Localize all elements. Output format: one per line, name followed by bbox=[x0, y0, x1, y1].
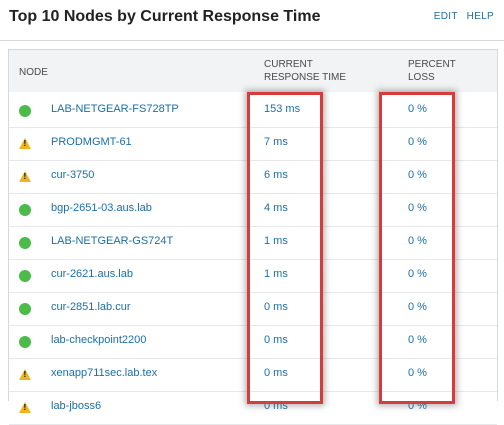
response-time-value: 1 ms bbox=[264, 235, 288, 247]
percent-loss-value: 0 % bbox=[408, 136, 427, 148]
response-time-value: 153 ms bbox=[264, 103, 301, 115]
header-response-time-line2: RESPONSE TIME bbox=[264, 72, 347, 83]
edit-link[interactable]: EDIT bbox=[433, 11, 458, 22]
percent-loss-value: 0 % bbox=[408, 235, 427, 247]
percent-loss-value: 0 % bbox=[408, 202, 427, 214]
green-status-dot-icon bbox=[19, 303, 31, 315]
response-time-value: 1 ms bbox=[264, 268, 288, 280]
table-row: xenapp711sec.lab.tex 0 ms 0 % bbox=[9, 358, 497, 392]
table-row: cur-2851.lab.cur 0 ms 0 % bbox=[9, 292, 497, 326]
table-row: LAB-NETGEAR-FS728TP 153 ms 0 % bbox=[9, 94, 497, 128]
header-percent-loss-line2: LOSS bbox=[408, 72, 435, 83]
node-name-link[interactable]: bgp-2651-03.aus.lab bbox=[51, 202, 152, 214]
green-status-dot-icon bbox=[19, 204, 31, 216]
warning-triangle-icon bbox=[19, 369, 31, 380]
table-row: cur-3750 6 ms 0 % bbox=[9, 160, 497, 194]
header-node: NODE bbox=[19, 67, 48, 78]
response-time-value: 0 ms bbox=[264, 301, 288, 313]
node-name-link[interactable]: PRODMGMT-61 bbox=[51, 136, 132, 148]
warning-triangle-icon bbox=[19, 171, 31, 182]
green-status-dot-icon bbox=[19, 105, 31, 117]
warning-triangle-icon bbox=[19, 138, 31, 149]
green-status-dot-icon bbox=[19, 270, 31, 282]
table-row: bgp-2651-03.aus.lab 4 ms 0 % bbox=[9, 193, 497, 227]
header-response-time-line1: CURRENT bbox=[264, 59, 313, 70]
percent-loss-value: 0 % bbox=[408, 169, 427, 181]
node-name-link[interactable]: lab-checkpoint2200 bbox=[51, 334, 147, 346]
percent-loss-value: 0 % bbox=[408, 367, 427, 379]
node-name-link[interactable]: xenapp711sec.lab.tex bbox=[51, 367, 158, 379]
green-status-dot-icon bbox=[19, 237, 31, 249]
node-name-link[interactable]: cur-2621.aus.lab bbox=[51, 268, 133, 280]
node-name-link[interactable]: lab-jboss6 bbox=[51, 400, 102, 412]
response-time-value: 4 ms bbox=[264, 202, 288, 214]
warning-triangle-icon bbox=[19, 402, 31, 413]
header-percent-loss-line1: PERCENT bbox=[408, 59, 456, 70]
percent-loss-value: 0 % bbox=[408, 103, 427, 115]
nodes-table: NODE CURRENT RESPONSE TIME PERCENT LOSS … bbox=[8, 49, 498, 425]
percent-loss-value: 0 % bbox=[408, 268, 427, 280]
table-row: LAB-NETGEAR-GS724T 1 ms 0 % bbox=[9, 226, 497, 260]
table-header: NODE CURRENT RESPONSE TIME PERCENT LOSS bbox=[9, 50, 497, 92]
table-row: PRODMGMT-61 7 ms 0 % bbox=[9, 127, 497, 161]
title-divider bbox=[0, 40, 504, 41]
widget-title: Top 10 Nodes by Current Response Time bbox=[9, 8, 321, 25]
response-time-value: 0 ms bbox=[264, 367, 288, 379]
node-name-link[interactable]: cur-2851.lab.cur bbox=[51, 301, 131, 313]
response-time-value: 0 ms bbox=[264, 334, 288, 346]
node-name-link[interactable]: LAB-NETGEAR-FS728TP bbox=[51, 103, 179, 115]
widget-actions: EDIT HELP bbox=[428, 11, 494, 22]
help-link[interactable]: HELP bbox=[466, 11, 494, 22]
table-row: lab-checkpoint2200 0 ms 0 % bbox=[9, 325, 497, 359]
percent-loss-value: 0 % bbox=[408, 334, 427, 346]
node-name-link[interactable]: cur-3750 bbox=[51, 169, 95, 181]
response-time-value: 7 ms bbox=[264, 136, 288, 148]
response-time-highlight-box bbox=[247, 92, 323, 404]
percent-loss-highlight-box bbox=[379, 92, 455, 404]
table-row: cur-2621.aus.lab 1 ms 0 % bbox=[9, 259, 497, 293]
percent-loss-value: 0 % bbox=[408, 301, 427, 313]
node-name-link[interactable]: LAB-NETGEAR-GS724T bbox=[51, 235, 174, 247]
green-status-dot-icon bbox=[19, 336, 31, 348]
response-time-value: 6 ms bbox=[264, 169, 288, 181]
